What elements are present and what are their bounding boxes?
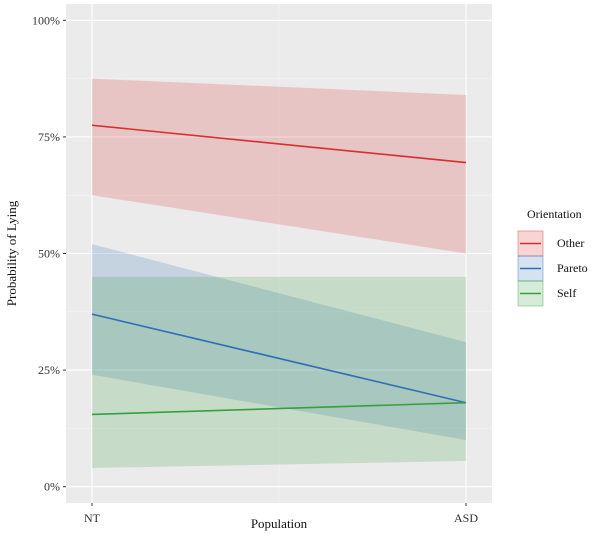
legend-title: Orientation bbox=[527, 207, 582, 221]
y-tick-label: 25% bbox=[38, 363, 60, 377]
legend-label-pareto: Pareto bbox=[557, 261, 588, 275]
minor-gridlines bbox=[66, 4, 492, 503]
major-gridlines bbox=[66, 4, 492, 503]
x-tick-label: ASD bbox=[454, 511, 478, 525]
line-self bbox=[91, 401, 467, 416]
y-tick-label: 75% bbox=[38, 130, 60, 144]
y-tick-label: 50% bbox=[38, 247, 60, 261]
legend-label-self: Self bbox=[557, 286, 576, 300]
line-pareto bbox=[91, 313, 467, 404]
y-tick-label: 100% bbox=[32, 13, 60, 27]
ribbon-self bbox=[92, 276, 466, 469]
ribbon-pareto bbox=[92, 244, 466, 441]
ribbon-other bbox=[92, 78, 466, 254]
y-axis-title: Probability of Lying bbox=[4, 200, 19, 306]
x-axis-ticks: NT ASD bbox=[84, 503, 478, 525]
confidence-ribbons bbox=[92, 78, 466, 469]
y-axis-ticks: 0% 25% 50% 75% 100% bbox=[32, 13, 66, 494]
line-other bbox=[91, 124, 467, 164]
legend: Orientation Other Pareto Self bbox=[517, 207, 588, 307]
series-lines bbox=[91, 124, 467, 416]
x-tick-label: NT bbox=[84, 511, 101, 525]
x-axis-title: Population bbox=[251, 516, 308, 531]
y-tick-label: 0% bbox=[44, 480, 60, 494]
legend-label-other: Other bbox=[557, 236, 584, 250]
